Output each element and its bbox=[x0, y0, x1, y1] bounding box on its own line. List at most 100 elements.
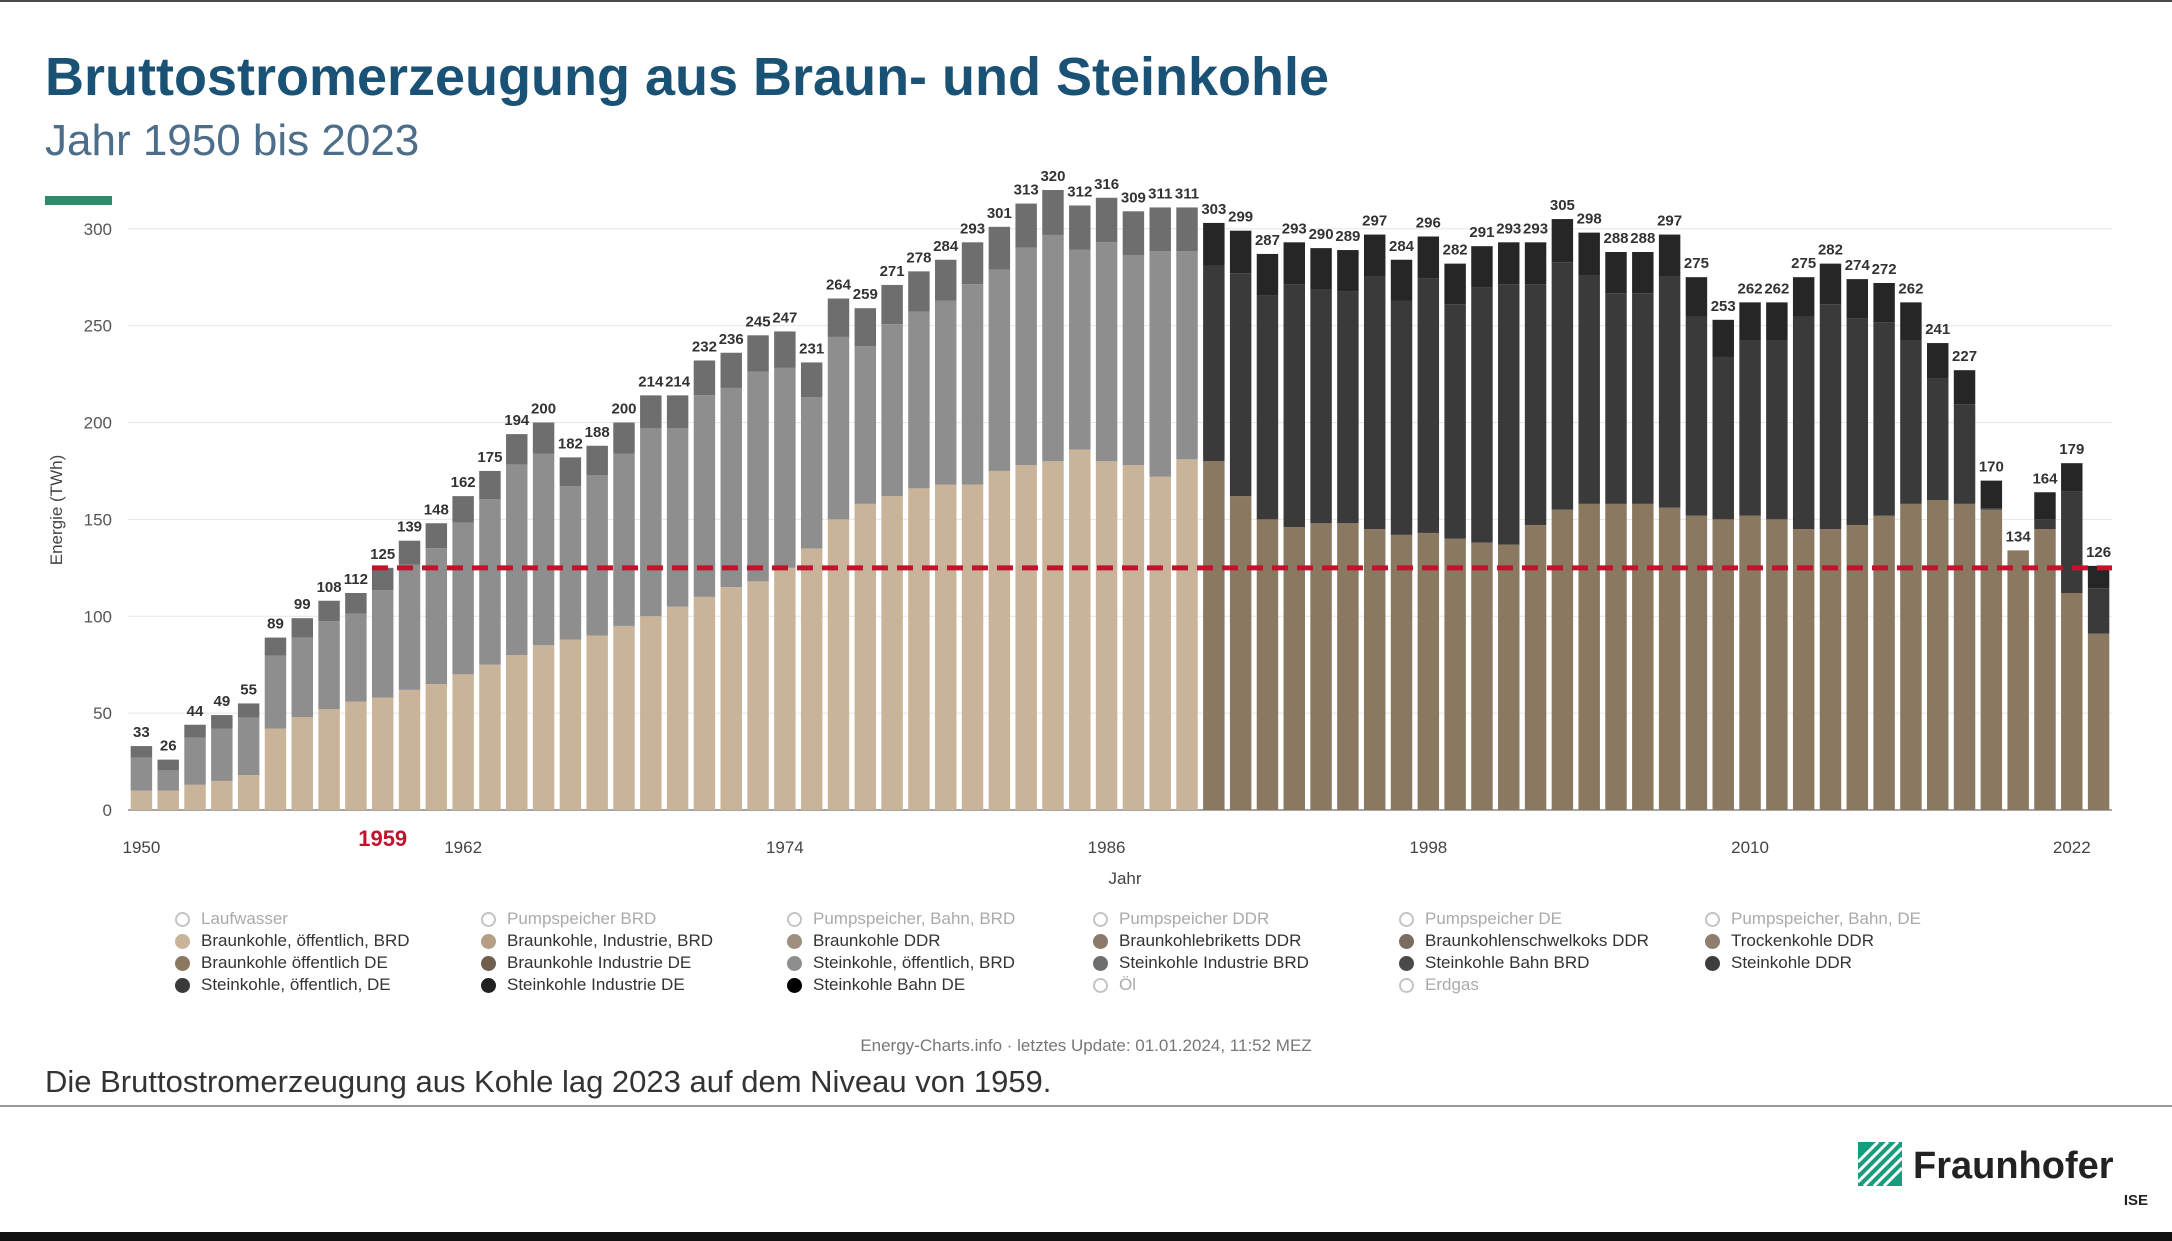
bar-steinkohle-top bbox=[479, 470, 501, 500]
bar-braunkohle bbox=[2034, 529, 2056, 810]
top-border bbox=[0, 0, 2172, 2]
bar-steinkohle bbox=[479, 499, 501, 665]
bar-braunkohle bbox=[1792, 529, 1815, 810]
bar-steinkohle bbox=[1605, 293, 1627, 504]
value-label: 287 bbox=[1255, 232, 1280, 249]
bar-steinkohle bbox=[1927, 378, 1949, 500]
bar-braunkohle bbox=[1578, 503, 1600, 810]
bar-braunkohle bbox=[425, 684, 448, 810]
legend-item: Pumpspeicher, Bahn, DE bbox=[1705, 908, 1921, 930]
legend-label: Steinkohle Bahn BRD bbox=[1425, 953, 1590, 972]
bar-steinkohle-top bbox=[2087, 565, 2110, 589]
value-label: 182 bbox=[558, 435, 583, 452]
bar-steinkohle-top bbox=[1390, 259, 1413, 301]
x-axis-label: Jahr bbox=[1108, 869, 1141, 888]
bar-steinkohle-top bbox=[264, 637, 287, 656]
bar-steinkohle bbox=[720, 387, 742, 588]
legend-item: Pumpspeicher, Bahn, BRD bbox=[787, 908, 1015, 930]
bar-braunkohle bbox=[479, 664, 501, 810]
bar-steinkohle bbox=[854, 346, 877, 504]
y-tick-label: 50 bbox=[93, 704, 112, 723]
legend-label: Trockenkohle DDR bbox=[1731, 931, 1874, 950]
legend-item: Steinkohle DDR bbox=[1705, 952, 1852, 974]
y-tick-label: 200 bbox=[84, 414, 112, 433]
bar-steinkohle bbox=[130, 757, 153, 791]
x-tick-label: 2010 bbox=[1731, 838, 1769, 857]
y-tick-label: 150 bbox=[84, 510, 112, 529]
bar-steinkohle bbox=[961, 284, 984, 485]
bar-steinkohle bbox=[184, 737, 206, 785]
bar-braunkohle bbox=[800, 548, 823, 810]
legend-label: Steinkohle Industrie BRD bbox=[1119, 953, 1309, 972]
bar-braunkohle bbox=[1471, 542, 1493, 810]
bar-steinkohle-top bbox=[1900, 302, 1922, 341]
bar-braunkohle bbox=[371, 697, 394, 810]
legend-item: Braunkohlebriketts DDR bbox=[1093, 930, 1301, 952]
bar-steinkohle bbox=[1819, 304, 1842, 530]
value-label: 316 bbox=[1094, 176, 1119, 193]
legend-label: Steinkohle Industrie DE bbox=[507, 975, 685, 994]
caption-divider bbox=[0, 1105, 2172, 1107]
value-label: 305 bbox=[1550, 197, 1575, 214]
bar-braunkohle bbox=[1739, 515, 1761, 810]
value-label: 214 bbox=[638, 373, 664, 390]
bar-steinkohle-top bbox=[1363, 234, 1386, 277]
value-label: 200 bbox=[611, 401, 636, 418]
bar-steinkohle bbox=[398, 564, 421, 690]
bar-steinkohle bbox=[1578, 275, 1600, 504]
legend-label: Pumpspeicher, Bahn, BRD bbox=[813, 909, 1016, 928]
bar-braunkohle bbox=[1337, 523, 1359, 810]
bar-steinkohle bbox=[1846, 318, 1869, 526]
x-tick-label: 1962 bbox=[444, 838, 482, 857]
bar-braunkohle bbox=[345, 701, 367, 810]
x-tick-labels: 1950 1962 1974 1986 1998 2010 2022 bbox=[122, 838, 2090, 857]
bar-steinkohle bbox=[693, 395, 716, 597]
bar-braunkohle bbox=[532, 645, 555, 810]
bar-braunkohle bbox=[237, 775, 260, 810]
bar-braunkohle bbox=[1873, 515, 1895, 810]
bar-braunkohle bbox=[1632, 503, 1654, 810]
legend-swatch bbox=[481, 933, 496, 949]
bar-steinkohle-top bbox=[1927, 343, 1949, 379]
bar-braunkohle bbox=[747, 581, 769, 810]
bar-steinkohle-top bbox=[1256, 253, 1279, 296]
bar-braunkohle bbox=[935, 484, 957, 810]
value-label: 200 bbox=[531, 401, 556, 418]
bar-braunkohle bbox=[2007, 550, 2029, 810]
bar-steinkohle bbox=[1203, 265, 1225, 462]
bar-steinkohle-top bbox=[800, 362, 823, 398]
legend-swatch bbox=[787, 933, 802, 949]
value-label: 282 bbox=[1818, 242, 1843, 259]
bar-steinkohle bbox=[2061, 491, 2083, 593]
bar-steinkohle-top bbox=[640, 395, 662, 429]
value-label: 303 bbox=[1201, 201, 1226, 218]
bar-steinkohle-top bbox=[854, 308, 877, 347]
legend-item: Braunkohle, Industrie, BRD bbox=[481, 930, 713, 952]
value-label: 271 bbox=[880, 263, 905, 280]
x-tick-label: 1998 bbox=[1409, 838, 1447, 857]
value-label: 214 bbox=[665, 373, 691, 390]
legend-swatch bbox=[787, 911, 802, 927]
caption: Die Bruttostromerzeugung aus Kohle lag 2… bbox=[45, 1064, 1052, 1099]
bar-braunkohle bbox=[1766, 519, 1788, 810]
legend-label: Braunkohle DDR bbox=[813, 931, 941, 950]
legend-item: Steinkohle Bahn BRD bbox=[1399, 952, 1589, 974]
bar-steinkohle-top bbox=[1792, 277, 1815, 317]
chart-title: Bruttostromerzeugung aus Braun- und Stei… bbox=[45, 47, 1330, 107]
bar-braunkohle bbox=[586, 635, 608, 810]
value-label: 259 bbox=[853, 286, 878, 303]
bar-steinkohle bbox=[881, 324, 903, 497]
bar-braunkohle bbox=[1846, 525, 1869, 810]
value-label: 139 bbox=[397, 519, 422, 536]
bar-steinkohle bbox=[908, 311, 930, 489]
bar-steinkohle-top bbox=[1846, 279, 1869, 319]
legend-swatch bbox=[1399, 933, 1414, 949]
bar-steinkohle bbox=[1069, 249, 1091, 450]
bar-braunkohle bbox=[1283, 527, 1305, 810]
value-label: 311 bbox=[1175, 185, 1199, 202]
bar-steinkohle bbox=[1444, 304, 1466, 539]
legend-label: Pumpspeicher, Bahn, DE bbox=[1731, 909, 1921, 928]
value-label: 272 bbox=[1872, 261, 1897, 278]
